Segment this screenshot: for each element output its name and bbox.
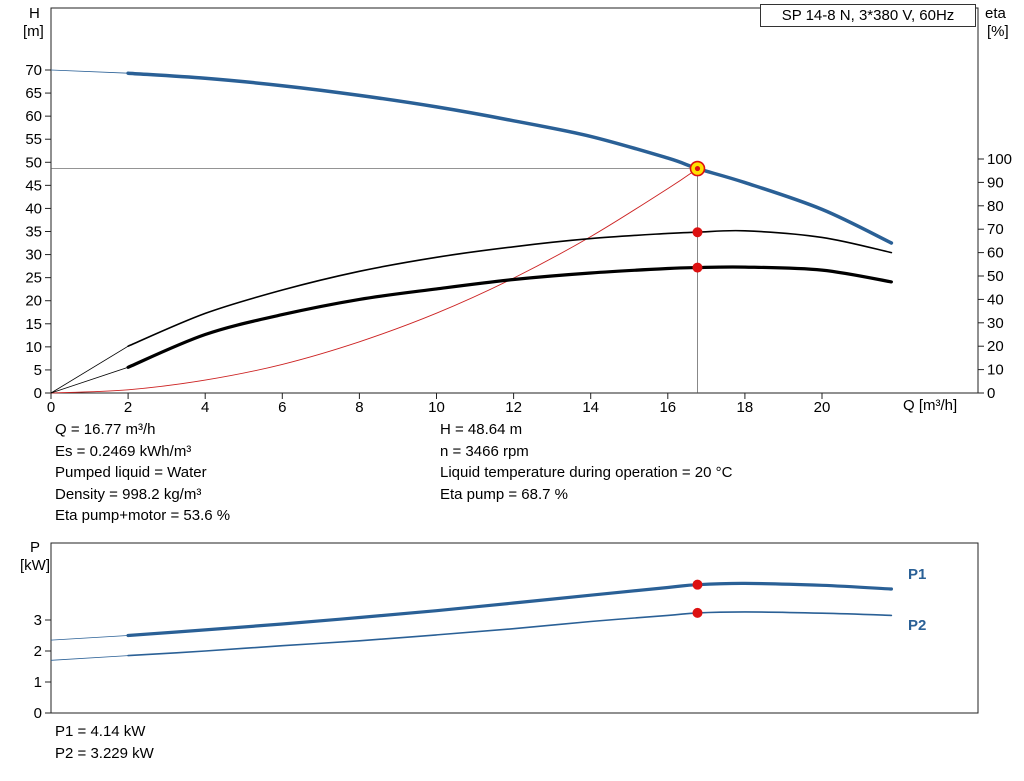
p-axis-unit: [kW] (20, 557, 50, 574)
tick-label: 15 (25, 316, 42, 333)
pump-head-curve-lead (50, 69, 129, 74)
tick-label: 2 (124, 399, 132, 416)
tick-label: 0 (34, 385, 42, 402)
tick-label: 70 (987, 221, 1004, 238)
tick-label: 60 (25, 108, 42, 125)
power-values-block: P1 = 4.14 kW P2 = 3.229 kW (55, 721, 154, 765)
tick-label: 5 (34, 362, 42, 379)
tick-label: 50 (25, 154, 42, 171)
tick-label: 16 (659, 399, 676, 416)
tick-label: 90 (987, 174, 1004, 191)
tick-label: 20 (987, 338, 1004, 355)
duty-info-left-column: Q = 16.77 m³/h Es = 0.2469 kWh/m³ Pumped… (55, 419, 230, 527)
h-axis-label: H (29, 5, 40, 22)
tick-label: 3 (34, 612, 42, 629)
pump-head-curve (126, 71, 894, 245)
tick-label: 14 (582, 399, 599, 416)
eta-pump-point (692, 227, 703, 238)
tick-label: 20 (25, 293, 42, 310)
info-line-q: Q = 16.77 m³/h (55, 421, 156, 438)
tick-label: 6 (278, 399, 286, 416)
h-axis-unit: [m] (23, 23, 44, 40)
info-line-liquid: Pumped liquid = Water (55, 464, 207, 481)
P1 (126, 581, 893, 638)
tick-label: 0 (34, 705, 42, 722)
q-axis-label: Q [m³/h] (903, 397, 958, 414)
tick-label: 2 (34, 643, 42, 660)
tick-label: 0 (47, 399, 55, 416)
power-line-p2: P2 = 3.229 kW (55, 745, 154, 762)
p1-curve-label: P1 (908, 566, 927, 583)
power-line-p1: P1 = 4.14 kW (55, 723, 146, 740)
tick-label: 0 (987, 385, 995, 402)
eta-pump-motor-curve-lead (50, 366, 129, 394)
tick-label: 80 (987, 198, 1004, 215)
top-chart-frame (50, 7, 979, 394)
tick-label: 1 (34, 674, 42, 691)
tick-label: 10 (25, 339, 42, 356)
tick-label: 12 (505, 399, 522, 416)
tick-label: 10 (987, 362, 1004, 379)
info-line-temp: Liquid temperature during operation = 20… (440, 464, 733, 481)
eta-pump-curve-lead (50, 345, 129, 394)
pump-title-box: SP 14-8 N, 3*380 V, 60Hz (760, 4, 976, 27)
tick-label: 55 (25, 131, 42, 148)
duty-info-right-column: H = 48.64 m n = 3466 rpm Liquid temperat… (440, 419, 732, 505)
P1-lead (50, 635, 129, 641)
tick-label: 60 (987, 245, 1004, 262)
power-chart-frame (50, 542, 979, 714)
info-line-h: H = 48.64 m (440, 421, 523, 438)
eta-pump-motor-curve (126, 265, 893, 369)
eta-pump-motor-point (692, 262, 703, 273)
p2-curve-label: P2 (908, 617, 927, 634)
eta-axis-unit: [%] (987, 23, 1009, 40)
P2-lead (50, 655, 129, 661)
tick-label: 40 (25, 200, 42, 217)
tick-label: 10 (428, 399, 445, 416)
tick-label: 100 (987, 151, 1012, 168)
info-line-eta-pump: Eta pump = 68.7 % (440, 485, 568, 503)
tick-label: 20 (814, 399, 831, 416)
tick-label: 8 (355, 399, 363, 416)
operating-point-center (694, 165, 701, 172)
P2 (127, 611, 893, 657)
info-line-eta-pm: Eta pump+motor = 53.6 % (55, 507, 231, 524)
tick-label: 25 (25, 270, 42, 287)
info-line-es: Es = 0.2469 kWh/m³ (55, 442, 192, 460)
tick-label: 35 (25, 223, 42, 240)
tick-label: 45 (25, 177, 42, 194)
P1-point (692, 579, 703, 590)
tick-label: 30 (25, 247, 42, 264)
tick-label: 70 (25, 62, 42, 79)
tick-label: 30 (987, 315, 1004, 332)
P2-point (692, 607, 703, 618)
info-line-n: n = 3466 rpm (440, 442, 529, 460)
tick-label: 50 (987, 268, 1004, 285)
system-curve (50, 168, 698, 394)
tick-label: 40 (987, 291, 1004, 308)
info-line-density: Density = 998.2 kg/m³ (55, 485, 202, 503)
tick-label: 65 (25, 85, 42, 102)
p-axis-label: P (30, 539, 41, 556)
eta-axis-label: eta (985, 5, 1006, 22)
eta-pump-curve (127, 229, 893, 347)
tick-label: 18 (737, 399, 754, 416)
tick-label: 4 (201, 399, 209, 416)
